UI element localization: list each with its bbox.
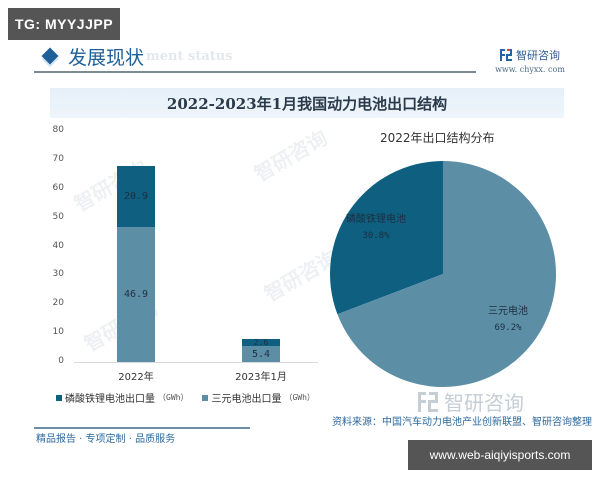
x-axis-line — [74, 362, 318, 363]
legend-item-ternary: 三元电池出口量 （GWh） — [202, 390, 315, 405]
legend-item-lfp: 磷酸铁锂电池出口量 （GWh） — [56, 390, 188, 405]
legend-unit: （GWh） — [284, 393, 315, 402]
pie-label-percent: 30.8% — [362, 231, 390, 241]
x-tick-label: 2022年 — [118, 372, 154, 383]
pie-chart — [330, 161, 556, 387]
bar-segment: 2.6 — [242, 338, 280, 347]
y-tick-label: 10 — [52, 327, 64, 338]
footer-divider — [34, 427, 250, 429]
legend-unit: （GWh） — [158, 393, 189, 402]
brand-logo-icon — [418, 391, 438, 412]
overlay-url-badge: www.web-aiqiyisports.com — [408, 440, 592, 470]
bar-segment: 5.4 — [242, 346, 280, 362]
brand-logo-icon — [500, 49, 512, 61]
footer-watermark-brand: 智研咨询 — [418, 387, 524, 416]
section-header: 发展现状 ment status — [38, 42, 233, 70]
pie-label-name: 磷酸铁锂电池 — [346, 214, 406, 225]
brand-block: 智研咨询 www. chyxx. com — [484, 47, 576, 74]
y-tick-label: 20 — [52, 298, 64, 309]
y-tick-label: 60 — [52, 182, 64, 193]
pie-label-name: 三元电池 — [488, 306, 528, 317]
pie-label-ternary: 三元电池 69.2% — [478, 304, 538, 336]
chart-title-band: 2022-2023年1月我国动力电池出口结构 — [50, 88, 564, 118]
bar-segment: 20.9 — [117, 166, 155, 227]
y-tick-label: 40 — [52, 240, 64, 251]
bar-segment: 46.9 — [117, 226, 155, 362]
pie-title: 2022年出口结构分布 — [380, 131, 495, 145]
pie-label-percent: 69.2% — [494, 323, 522, 333]
bar-legend: 磷酸铁锂电池出口量 （GWh） 三元电池出口量 （GWh） — [56, 390, 315, 405]
x-tick-label: 2023年1月 — [235, 372, 287, 383]
y-tick-label: 50 — [52, 211, 64, 222]
y-tick-label: 80 — [52, 125, 64, 135]
footer-tagline: 精品报告 · 专项定制 · 品质服务 — [36, 434, 176, 445]
data-source: 资料来源：中国汽车动力电池产业创新联盟、智研咨询整理 — [332, 417, 592, 428]
pie-slice — [330, 161, 443, 315]
legend-label: 三元电池出口量 — [211, 394, 282, 405]
y-tick-label: 0 — [58, 356, 64, 366]
chart-title: 2022-2023年1月我国动力电池出口结构 — [166, 94, 448, 113]
pie-label-lfp: 磷酸铁锂电池 30.8% — [336, 212, 416, 244]
legend-swatch-ternary — [202, 394, 209, 401]
pie-slice — [337, 161, 556, 387]
diamond-icon — [41, 47, 59, 65]
section-title: 发展现状 — [68, 46, 145, 69]
overlay-tag-badge: TG: MYYJJPP — [8, 8, 120, 40]
section-subtitle: ment status — [146, 48, 233, 64]
header-divider — [34, 71, 476, 73]
footer-brand-text: 智研咨询 — [444, 391, 524, 415]
brand-url: www. chyxx. com — [495, 65, 565, 74]
y-tick-label: 70 — [52, 153, 64, 164]
y-tick-label: 30 — [52, 269, 64, 280]
legend-label: 磷酸铁锂电池出口量 — [65, 394, 155, 405]
legend-swatch-lfp — [56, 394, 62, 401]
brand-name: 智研咨询 — [516, 49, 560, 62]
